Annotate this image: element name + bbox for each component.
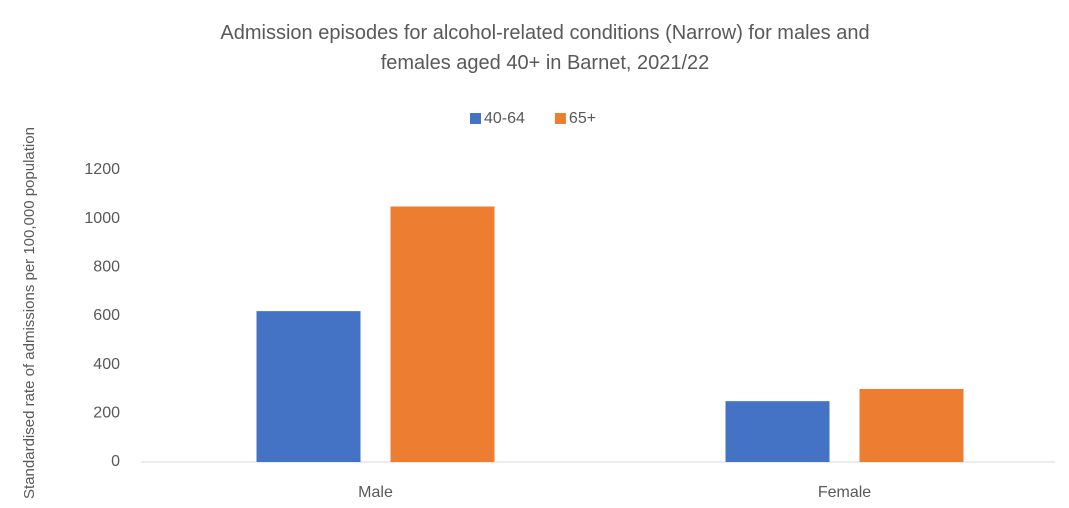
y-tick-label: 200: [93, 405, 120, 422]
x-tick-label: Female: [818, 484, 871, 501]
y-axis-label: Standardised rate of admissions per 100,…: [21, 127, 38, 499]
y-tick-label: 1000: [84, 210, 120, 227]
x-tick-label: Male: [358, 484, 393, 501]
legend-swatch: [470, 113, 481, 124]
y-tick-label: 0: [111, 453, 120, 470]
chart-title: Admission episodes for alcohol-related c…: [220, 22, 870, 74]
bar: [859, 389, 964, 462]
y-tick-label: 600: [93, 307, 120, 324]
y-tick-label: 400: [93, 356, 120, 373]
legend-label: 40-64: [484, 110, 525, 127]
bar: [256, 311, 361, 462]
bar: [390, 206, 495, 462]
y-tick-label: 1200: [84, 161, 120, 178]
bar: [725, 401, 830, 462]
legend-label: 65+: [569, 110, 596, 127]
y-tick-label: 800: [93, 259, 120, 276]
legend-swatch: [554, 113, 566, 124]
